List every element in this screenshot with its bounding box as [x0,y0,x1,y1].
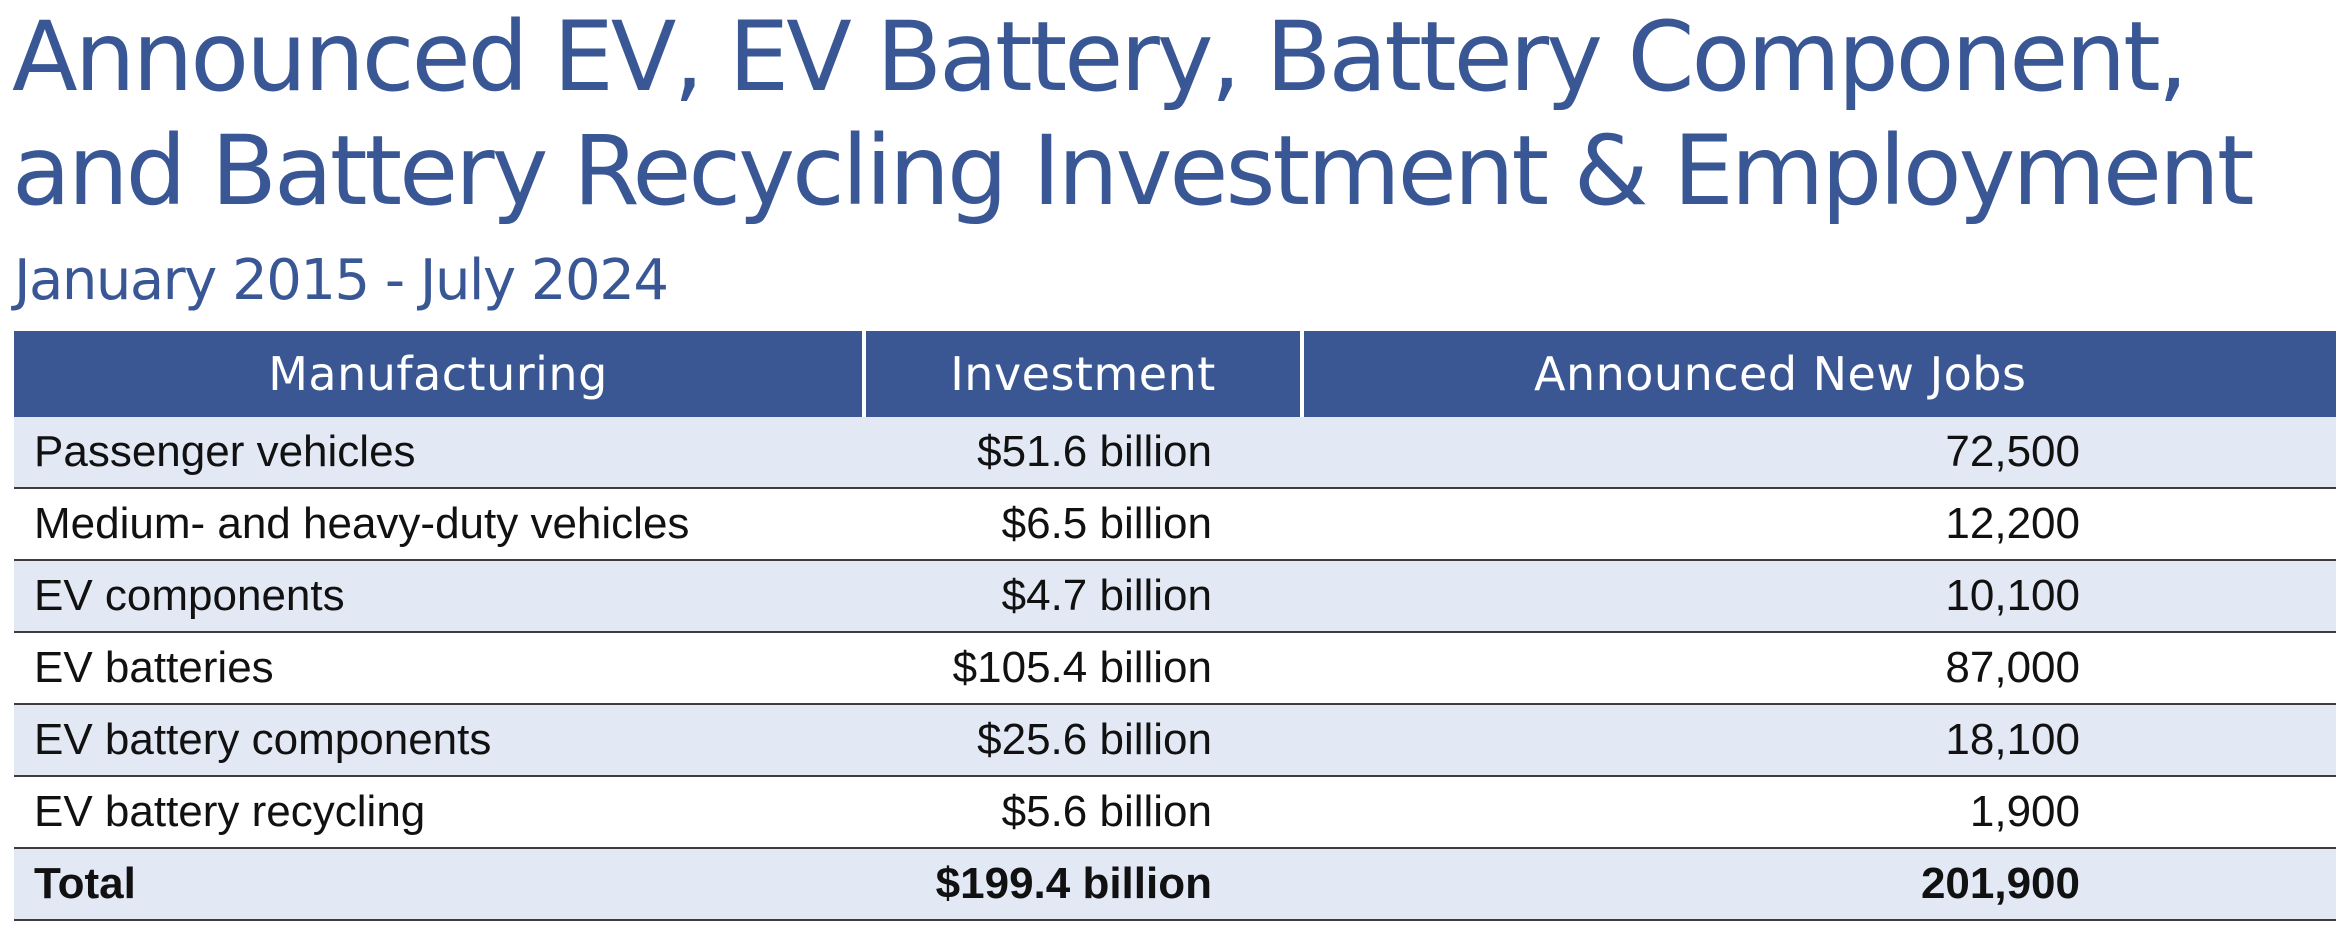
table-row: EV battery components $25.6 billion 18,1… [14,705,2336,777]
row-investment: $4.7 billion [862,561,1300,633]
total-label: Total [14,849,862,921]
header-manufacturing: Manufacturing [14,331,862,417]
row-investment: $25.6 billion [862,705,1300,777]
row-category: Medium- and heavy-duty vehicles [14,489,862,561]
total-investment: $199.4 billion [862,849,1300,921]
row-jobs: 87,000 [1300,633,2336,705]
row-category: EV batteries [14,633,862,705]
row-jobs: 18,100 [1300,705,2336,777]
title-line-1: Announced EV, EV Battery, Battery Compon… [12,1,2188,113]
table-row: EV batteries $105.4 billion 87,000 [14,633,2336,705]
row-category: Passenger vehicles [14,417,862,489]
investment-employment-table: Manufacturing Investment Announced New J… [14,331,2336,921]
page-title: Announced EV, EV Battery, Battery Compon… [12,0,2254,228]
row-jobs: 72,500 [1300,417,2336,489]
row-category: EV battery components [14,705,862,777]
title-line-2: and Battery Recycling Investment & Emplo… [12,115,2254,227]
row-category: EV battery recycling [14,777,862,849]
row-investment: $105.4 billion [862,633,1300,705]
table-header-row: Manufacturing Investment Announced New J… [14,331,2336,417]
row-investment: $5.6 billion [862,777,1300,849]
total-jobs: 201,900 [1300,849,2336,921]
row-investment: $6.5 billion [862,489,1300,561]
row-jobs: 10,100 [1300,561,2336,633]
row-investment: $51.6 billion [862,417,1300,489]
row-jobs: 1,900 [1300,777,2336,849]
row-category: EV components [14,561,862,633]
row-jobs: 12,200 [1300,489,2336,561]
table-row: EV battery recycling $5.6 billion 1,900 [14,777,2336,849]
page-subtitle: January 2015 - July 2024 [14,248,669,313]
table-row: Medium- and heavy-duty vehicles $6.5 bil… [14,489,2336,561]
header-investment: Investment [862,331,1300,417]
table-row: EV components $4.7 billion 10,100 [14,561,2336,633]
header-announced-new-jobs: Announced New Jobs [1300,331,2336,417]
table-row: Passenger vehicles $51.6 billion 72,500 [14,417,2336,489]
table-total-row: Total $199.4 billion 201,900 [14,849,2336,921]
